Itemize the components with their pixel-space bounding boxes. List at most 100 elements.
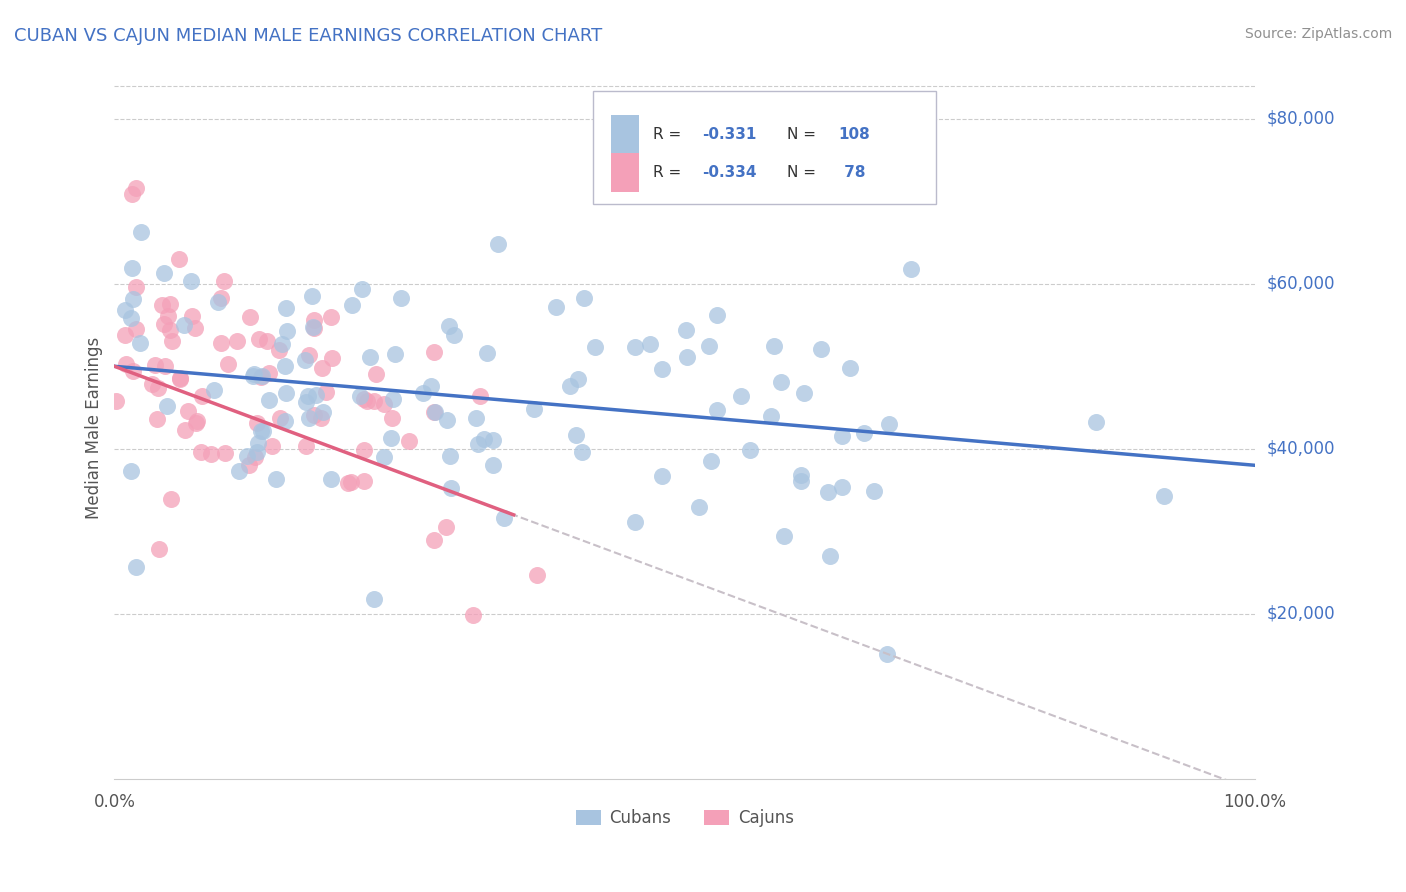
Cajuns [186, 413, 208, 427]
Cubans [412, 385, 434, 400]
Cubans [294, 395, 316, 409]
Text: -0.334: -0.334 [702, 165, 756, 180]
Cajuns [319, 310, 342, 324]
Cubans [274, 359, 297, 373]
Cajuns [146, 381, 169, 395]
Cubans [122, 292, 145, 306]
Cubans [380, 431, 402, 445]
Cajuns [256, 334, 278, 348]
Cajuns [422, 345, 444, 359]
Cubans [763, 339, 786, 353]
Cajuns [186, 416, 208, 430]
Cubans [876, 647, 898, 661]
Cubans [472, 432, 495, 446]
Cubans [363, 591, 385, 606]
Cajuns [146, 412, 169, 426]
Cajuns [169, 372, 191, 386]
Cubans [297, 389, 319, 403]
Text: Source: ZipAtlas.com: Source: ZipAtlas.com [1244, 27, 1392, 41]
Cajuns [340, 475, 363, 490]
Cajuns [143, 359, 166, 373]
Cubans [697, 339, 720, 353]
Cajuns [141, 377, 163, 392]
Cubans [567, 372, 589, 386]
Cubans [274, 413, 297, 427]
Cajuns [298, 348, 321, 362]
Cajuns [315, 384, 337, 399]
Cubans [439, 449, 461, 463]
Cubans [301, 320, 323, 334]
Cubans [125, 560, 148, 574]
Cajuns [353, 474, 375, 488]
Cajuns [246, 416, 269, 430]
Cubans [650, 468, 672, 483]
Cubans [793, 385, 815, 400]
Cubans [482, 458, 505, 473]
Cubans [436, 413, 458, 427]
Cajuns [302, 408, 325, 422]
Cubans [769, 375, 792, 389]
Cajuns [356, 393, 378, 408]
Cubans [831, 480, 853, 494]
Cubans [1085, 416, 1108, 430]
FancyBboxPatch shape [593, 92, 935, 203]
Text: N =: N = [787, 165, 817, 180]
Cubans [651, 362, 673, 376]
Cubans [153, 266, 176, 280]
Cubans [706, 402, 728, 417]
Cubans [120, 310, 142, 325]
Cajuns [184, 321, 207, 335]
Cubans [443, 327, 465, 342]
Cubans [838, 361, 860, 376]
Cajuns [250, 369, 273, 384]
Cubans [121, 260, 143, 275]
Cubans [228, 464, 250, 478]
Cubans [301, 289, 323, 303]
Cubans [437, 318, 460, 333]
Cubans [464, 410, 486, 425]
Cubans [311, 404, 333, 418]
Text: $40,000: $40,000 [1267, 440, 1334, 458]
Cubans [688, 500, 710, 514]
Cubans [274, 301, 297, 315]
Text: $80,000: $80,000 [1267, 110, 1334, 128]
Cajuns [398, 434, 420, 448]
Cubans [522, 402, 544, 417]
Cubans [250, 369, 273, 384]
Cubans [120, 464, 142, 478]
Cajuns [309, 410, 332, 425]
Cubans [207, 294, 229, 309]
Cajuns [190, 445, 212, 459]
Cajuns [177, 404, 200, 418]
Cubans [1153, 489, 1175, 503]
Cajuns [337, 475, 360, 490]
Cajuns [353, 392, 375, 407]
Cajuns [156, 309, 179, 323]
Cubans [271, 337, 294, 351]
Cubans [246, 435, 269, 450]
Cubans [246, 445, 269, 459]
Cubans [852, 426, 875, 441]
Cajuns [209, 335, 232, 350]
Cubans [276, 324, 298, 338]
Cubans [252, 424, 274, 438]
Cajuns [422, 404, 444, 418]
Cajuns [214, 446, 236, 460]
Cubans [242, 369, 264, 384]
Cubans [420, 379, 443, 393]
Cajuns [125, 322, 148, 336]
Text: R =: R = [652, 165, 686, 180]
Cajuns [122, 364, 145, 378]
Text: N =: N = [787, 127, 817, 142]
Cubans [583, 340, 606, 354]
Cajuns [200, 447, 222, 461]
FancyBboxPatch shape [610, 115, 640, 153]
Cubans [257, 392, 280, 407]
Text: 78: 78 [839, 165, 865, 180]
Cajuns [239, 310, 262, 324]
Cubans [467, 436, 489, 450]
Cajuns [363, 394, 385, 409]
Cubans [373, 450, 395, 464]
Cubans [759, 409, 782, 423]
Cajuns [150, 298, 173, 312]
